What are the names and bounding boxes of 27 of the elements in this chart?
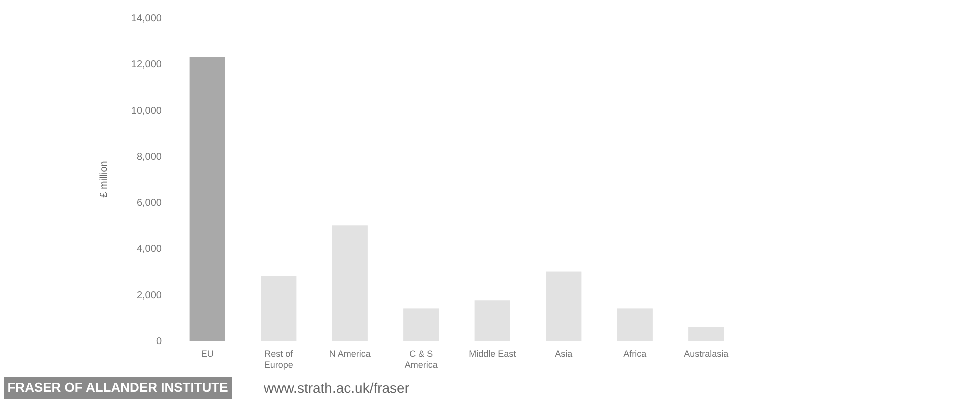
y-tick-label: 10,000	[131, 106, 162, 117]
bar	[546, 272, 582, 341]
bar	[332, 226, 368, 341]
x-tick-label: Africa	[624, 349, 647, 359]
x-tick-label: Middle East	[469, 349, 517, 359]
bar	[688, 327, 724, 341]
y-tick-label: 14,000	[131, 14, 162, 24]
y-tick-label: 0	[156, 336, 162, 348]
x-tick-label: C & S America	[404, 349, 438, 370]
y-tick-label: 4,000	[136, 244, 162, 256]
y-tick-label: 8,000	[136, 152, 162, 163]
bar	[617, 308, 653, 341]
x-tick-label: Australasia	[684, 349, 729, 359]
bar	[190, 57, 226, 341]
y-tick-label: 2,000	[136, 290, 162, 302]
y-axis-title: £ million	[99, 161, 110, 198]
x-tick-label: N America	[329, 349, 371, 359]
y-tick-label: 6,000	[136, 198, 162, 210]
x-tick-label: EU	[201, 349, 214, 359]
bar	[261, 276, 297, 341]
text: www.strath.ac.uk/fraser	[263, 380, 410, 396]
x-tick-label: Asia	[555, 349, 573, 359]
bar	[404, 308, 440, 341]
text: FRASER OF ALLANDER INSTITUTE	[8, 380, 229, 395]
x-tick-label: Rest of Europe	[264, 349, 294, 370]
y-tick-label: 12,000	[131, 60, 162, 71]
bar	[474, 300, 510, 341]
